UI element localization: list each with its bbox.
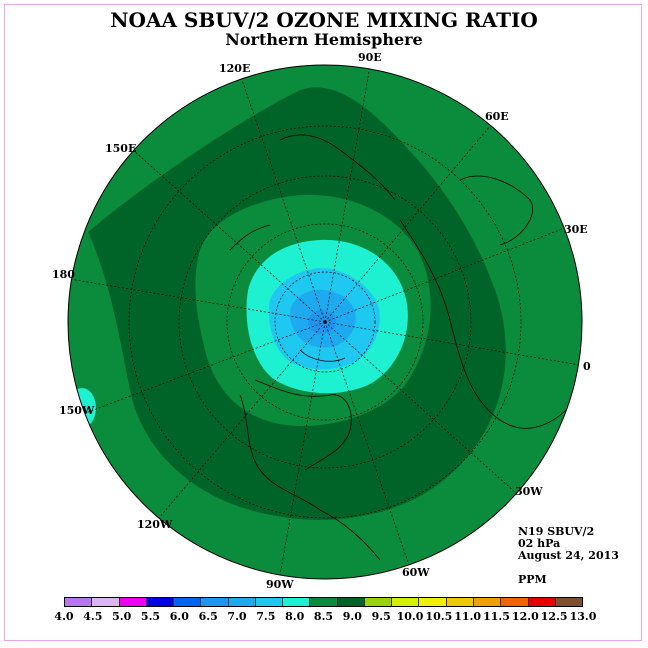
colorbar-swatch: [146, 598, 175, 606]
colorbar-swatch: [473, 598, 502, 606]
lon-label-120w: 120W: [137, 518, 173, 531]
colorbar-swatch: [392, 598, 420, 606]
coastlines: [229, 134, 576, 561]
colorbar-swatch: [228, 598, 256, 606]
colorbar-tick-label: 5.5: [140, 610, 161, 623]
colorbar-swatch: [92, 598, 120, 606]
colorbar-swatch: [446, 598, 474, 606]
colorbar-tick-label: 5.0: [112, 610, 132, 623]
colorbar-tick-label: 12.0: [511, 610, 539, 623]
ozone-contour-blue-dark: [308, 310, 336, 334]
lon-label-0: 0: [583, 360, 591, 373]
colorbar-tick-label: 7.0: [227, 610, 247, 623]
satellite-label: N19 SBUV/2: [518, 525, 595, 538]
colorbar-tick-label: 8.0: [285, 610, 305, 623]
lon-label-150w: 150W: [59, 404, 95, 417]
lon-label-180: 180: [52, 268, 75, 281]
lon-label-120e: 120E: [219, 62, 251, 75]
colorbar-tick-label: 4.0: [54, 610, 74, 623]
colorbar-swatch: [555, 598, 583, 606]
map-title: NOAA SBUV/2 OZONE MIXING RATIO: [110, 8, 538, 32]
lon-label-90w: 90W: [266, 578, 294, 591]
unit-label: PPM: [518, 573, 547, 586]
colorbar-swatch: [283, 598, 311, 606]
colorbar-swatch: [65, 598, 93, 606]
date-label: August 24, 2013: [518, 549, 619, 562]
colorbar-swatch: [364, 598, 393, 606]
globe-outline: [67, 64, 583, 580]
level-label: 02 hPa: [518, 537, 561, 550]
colorbar-swatch: [174, 598, 202, 606]
map-subtitle: Northern Hemisphere: [225, 30, 423, 49]
colorbar-tick-label: 13.0: [569, 610, 597, 623]
colorbar-tick-label: 9.5: [371, 610, 391, 623]
colorbar-tick-label: 6.5: [198, 610, 218, 623]
colorbar-tick-label: 10.0: [396, 610, 424, 623]
lon-label-150e: 150E: [105, 142, 137, 155]
lon-label-90e: 90E: [358, 51, 382, 64]
colorbar-tick-label: 11.5: [483, 610, 510, 623]
colorbar-swatch: [310, 598, 338, 606]
colorbar-swatch: [201, 598, 229, 606]
lon-label-60e: 60E: [485, 110, 509, 123]
colorbar-tick-label: 10.5: [425, 610, 453, 623]
lon-label-60w: 60W: [402, 566, 430, 579]
colorbar-swatch: [255, 598, 284, 606]
info-block: N19 SBUV/2 02 hPa August 24, 2013: [518, 526, 619, 562]
colorbar-tick-label: 7.5: [256, 610, 276, 623]
colorbar-swatch: [119, 598, 147, 606]
plot-frame: [4, 4, 642, 641]
lon-label-30e: 30E: [564, 223, 588, 236]
colorbar-tick-label: 6.0: [169, 610, 189, 623]
colorbar-tick-label: 4.5: [83, 610, 103, 623]
colorbar-tick-label: 11.0: [454, 610, 482, 623]
colorbar-tick-label: 8.5: [313, 610, 334, 623]
colorbar-swatch: [337, 598, 365, 606]
colorbar-swatch: [419, 598, 447, 606]
colorbar-swatch: [501, 598, 529, 606]
lon-label-30w: 30W: [515, 485, 543, 498]
colorbar-tick-label: 12.5: [540, 610, 568, 623]
colorbar-swatch: [528, 598, 556, 606]
colorbar: [64, 597, 583, 607]
colorbar-tick-label: 9.0: [342, 610, 362, 623]
graticule: [69, 65, 581, 576]
